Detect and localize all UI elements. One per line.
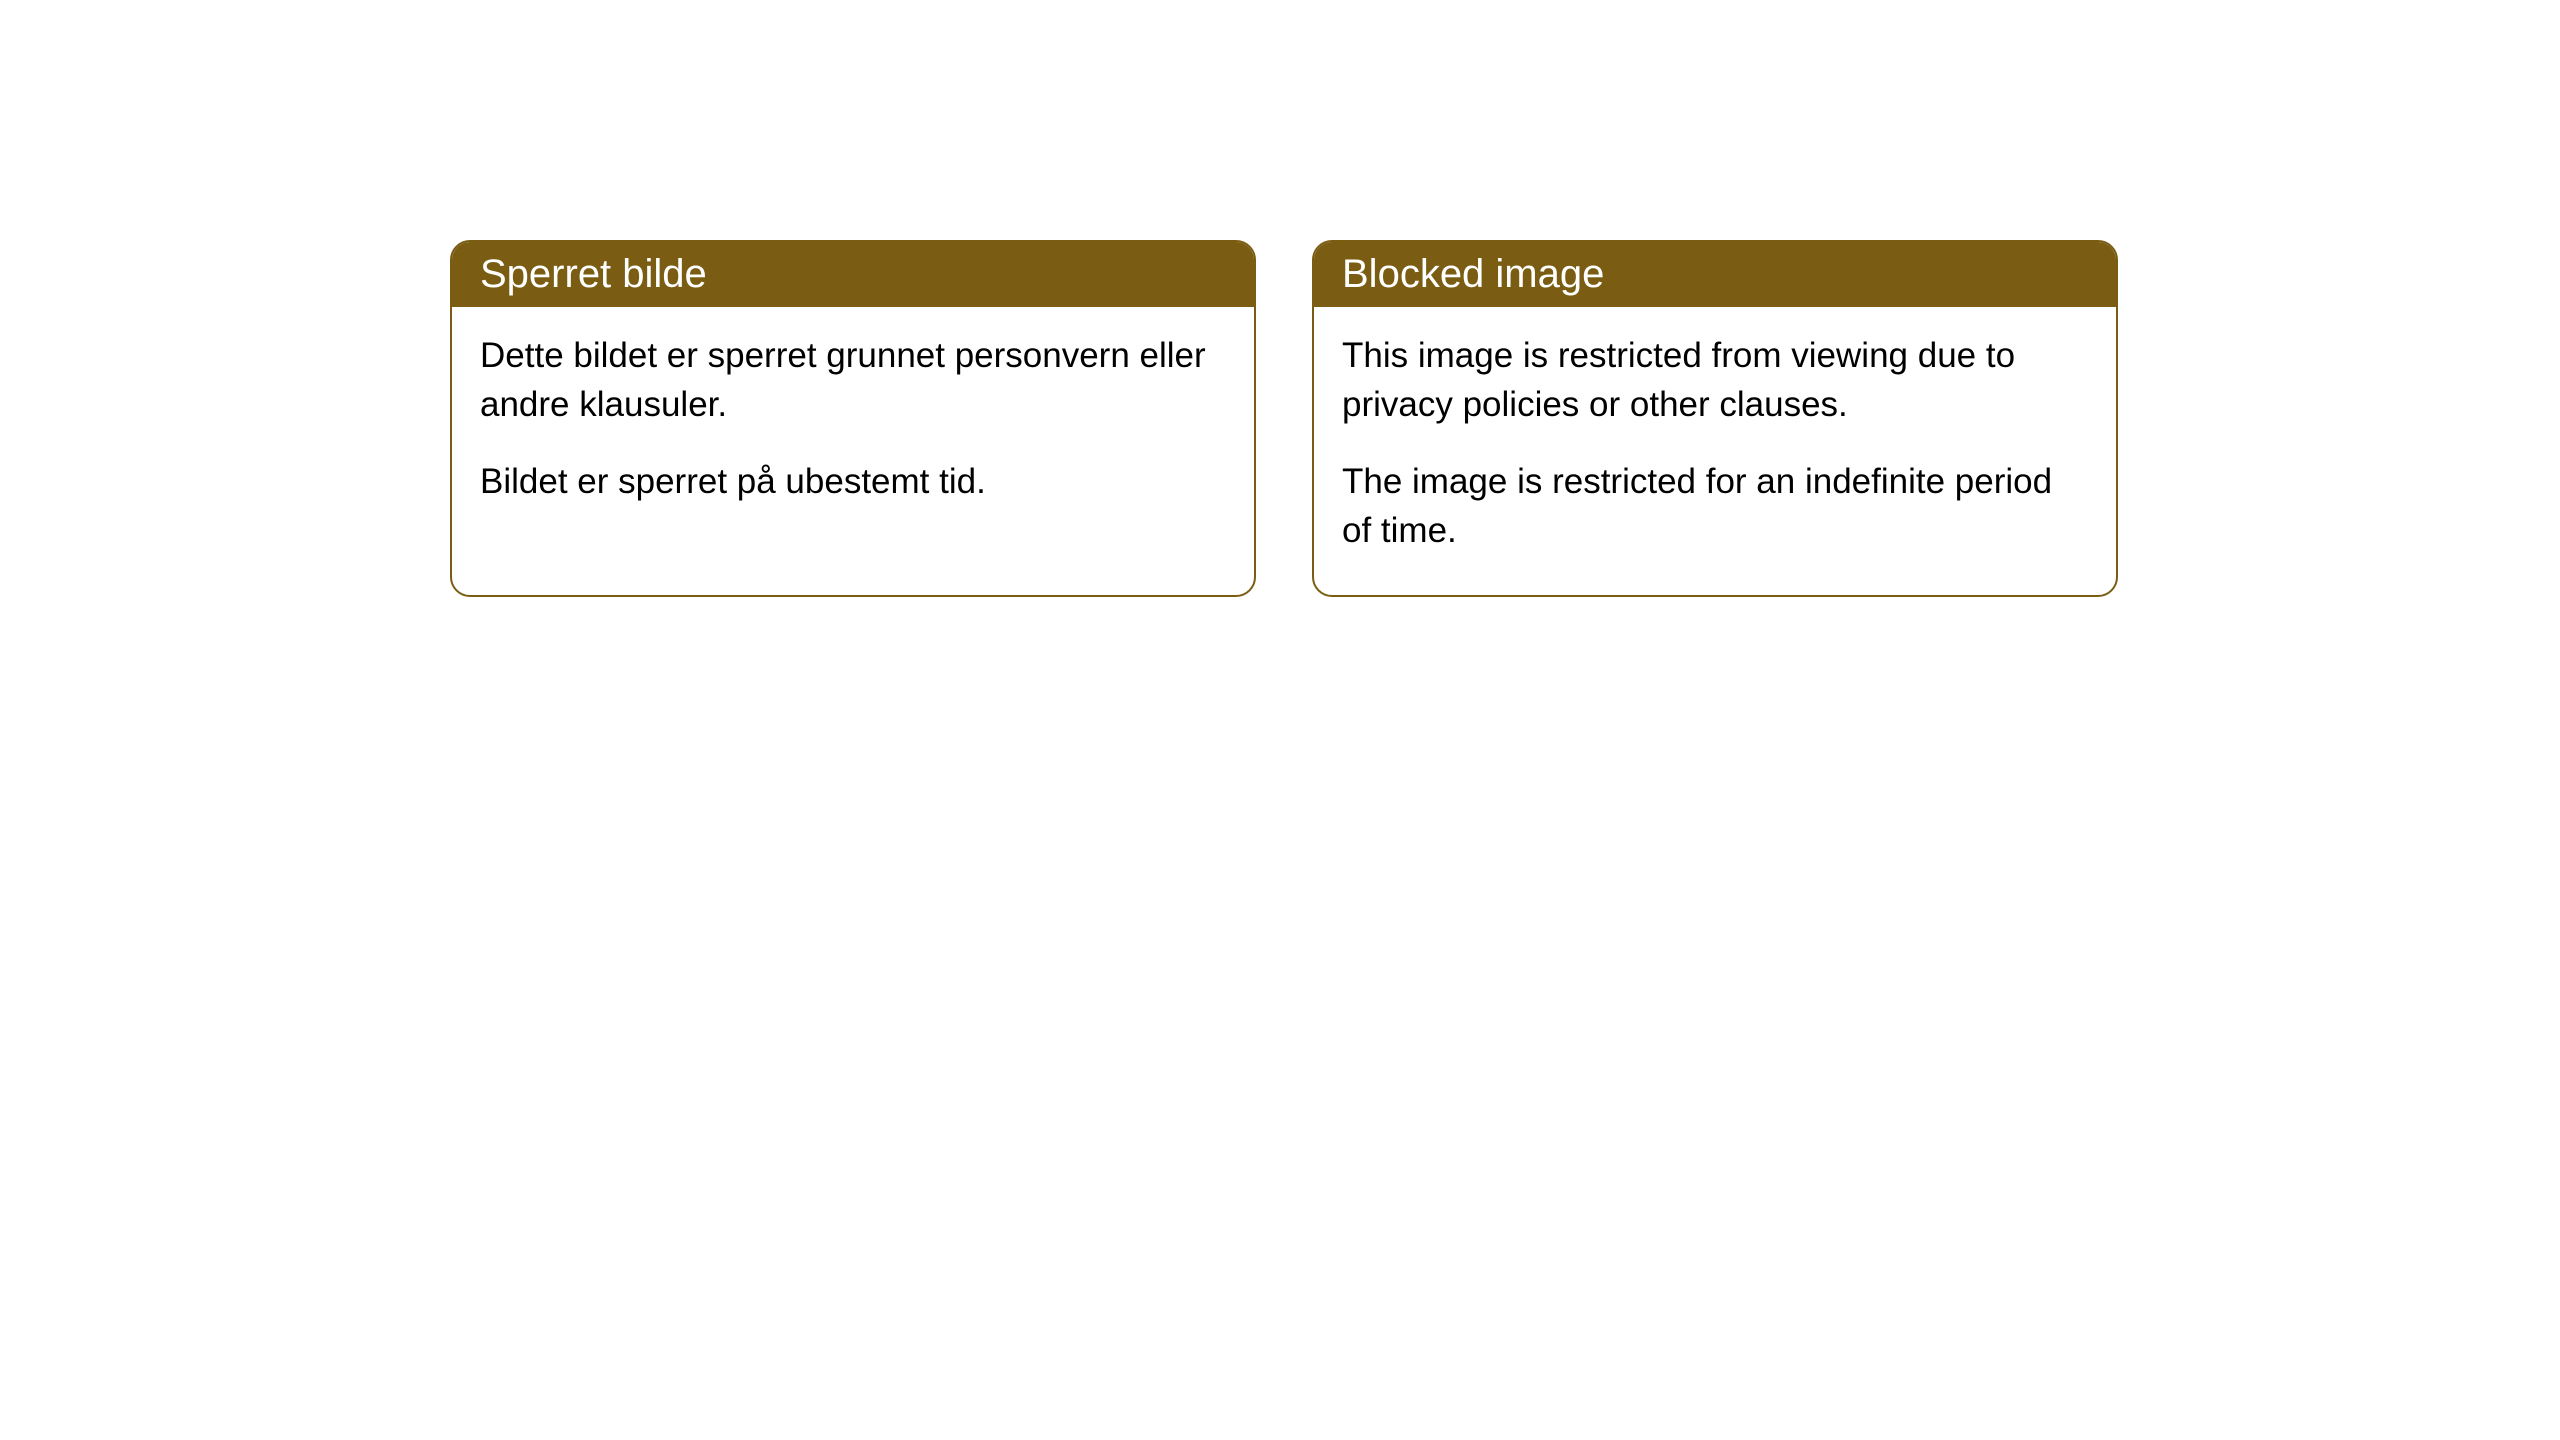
card-header-norwegian: Sperret bilde bbox=[452, 242, 1254, 307]
blocked-image-card-english: Blocked image This image is restricted f… bbox=[1312, 240, 2118, 597]
blocked-image-card-norwegian: Sperret bilde Dette bildet er sperret gr… bbox=[450, 240, 1256, 597]
cards-container: Sperret bilde Dette bildet er sperret gr… bbox=[450, 240, 2118, 597]
card-body-english: This image is restricted from viewing du… bbox=[1314, 307, 2116, 595]
card-paragraph-1-english: This image is restricted from viewing du… bbox=[1342, 331, 2088, 429]
card-paragraph-1-norwegian: Dette bildet er sperret grunnet personve… bbox=[480, 331, 1226, 429]
card-header-english: Blocked image bbox=[1314, 242, 2116, 307]
card-body-norwegian: Dette bildet er sperret grunnet personve… bbox=[452, 307, 1254, 546]
card-paragraph-2-english: The image is restricted for an indefinit… bbox=[1342, 457, 2088, 555]
card-paragraph-2-norwegian: Bildet er sperret på ubestemt tid. bbox=[480, 457, 1226, 506]
